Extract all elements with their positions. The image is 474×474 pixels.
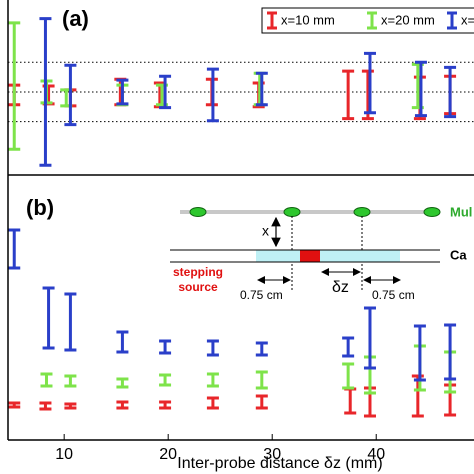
annotation: Mul <box>450 204 472 219</box>
probe <box>283 207 301 217</box>
error-bar <box>116 400 129 410</box>
error-bar <box>206 372 219 388</box>
error-bar <box>116 377 129 389</box>
error-bar <box>116 78 129 106</box>
error-bar <box>206 67 219 123</box>
error-bar <box>255 370 268 390</box>
legend: x=10 mm x=20 mm x=3 <box>261 7 474 34</box>
x-tick-label: 10 <box>55 446 73 463</box>
error-bar <box>255 71 268 107</box>
error-bar <box>159 400 172 410</box>
error-bar <box>39 401 52 411</box>
error-bar <box>8 228 21 270</box>
annotation: Ca <box>450 247 467 262</box>
annotation: 0.75 cm <box>240 288 283 302</box>
error-bar <box>206 339 219 357</box>
source <box>300 250 320 262</box>
error-bar <box>444 323 457 381</box>
error-bar <box>39 17 52 167</box>
annotation: x <box>262 223 269 239</box>
error-bar <box>8 401 21 409</box>
error-bar <box>361 69 374 121</box>
error-bar <box>206 396 219 410</box>
legend-label: x=10 mm <box>281 12 335 27</box>
error-bar <box>116 330 129 354</box>
error-bar <box>413 324 426 382</box>
panel-label: (a) <box>62 6 89 31</box>
annotation: 0.75 cm <box>372 288 415 302</box>
error-bar <box>159 373 172 387</box>
legend-icon <box>267 11 277 30</box>
annotation: source <box>178 280 218 294</box>
error-bar <box>64 402 77 410</box>
error-bar <box>64 63 77 127</box>
legend-icon <box>367 11 377 30</box>
x-axis-label: Inter-probe distance δz (mm) <box>177 455 382 472</box>
legend-label: x=20 mm <box>381 12 435 27</box>
error-bar <box>342 336 355 358</box>
catheter-zone <box>256 250 400 262</box>
annotation: δz <box>332 279 349 296</box>
error-bar <box>255 394 268 410</box>
probe <box>353 207 371 217</box>
schematic: Mul x Ca stepping source 0.75 cm δz 0.75… <box>170 204 472 302</box>
panel-label: (b) <box>26 195 54 220</box>
error-bar <box>64 374 77 388</box>
error-bar <box>64 292 77 352</box>
error-bar <box>414 60 427 118</box>
error-bar <box>342 362 355 390</box>
error-bar <box>42 286 55 350</box>
error-bar <box>8 21 21 151</box>
x-tick-label: 20 <box>159 446 177 463</box>
error-bar <box>363 51 376 115</box>
error-bar <box>411 374 424 418</box>
error-bar <box>40 372 53 388</box>
error-bar <box>159 74 172 110</box>
legend-label: x=3 <box>461 12 474 27</box>
error-bar <box>363 306 376 370</box>
probe <box>423 207 441 217</box>
annotation: stepping <box>173 265 223 279</box>
error-bar <box>444 65 457 119</box>
x-tick-label: 40 <box>367 446 385 463</box>
error-bar <box>342 69 355 121</box>
error-bar <box>255 341 268 357</box>
error-bar <box>253 71 266 107</box>
x-tick-label: 30 <box>263 446 281 463</box>
error-bar <box>159 339 172 355</box>
legend-icon <box>447 11 457 30</box>
error-bar <box>344 387 357 415</box>
probe <box>189 207 207 217</box>
